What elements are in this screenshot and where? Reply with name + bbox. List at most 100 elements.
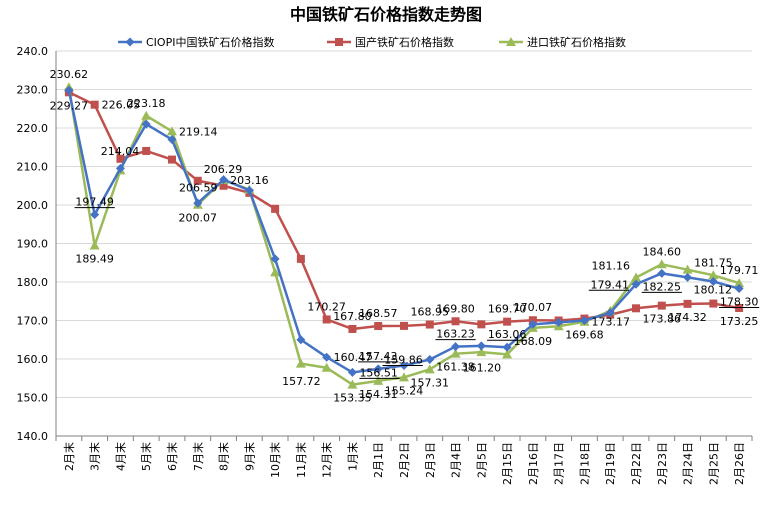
data-point-square [503,317,512,326]
data-label: 159.86 [384,354,423,367]
series-1 [64,88,744,333]
data-point-diamond [579,316,589,325]
data-point-diamond [167,135,177,145]
data-label: 157.72 [282,375,321,388]
data-point-square [335,38,343,46]
data-point-triangle [167,126,177,136]
x-tick-label: 2月末 [62,442,76,471]
data-point-triangle [89,240,100,250]
data-label: 179.71 [720,264,759,277]
data-point-triangle [476,347,487,357]
data-label: 168.57 [359,307,398,320]
data-point-triangle [682,264,693,274]
data-label: 214.04 [101,145,140,158]
data-point-square [400,321,408,330]
legend-label: CIOPI中国铁矿石价格指数 [146,35,274,49]
x-tick-label: 9月末 [242,442,256,471]
data-point-diamond [528,319,538,329]
data-point-triangle [424,364,435,374]
data-point-triangle [656,259,667,269]
x-tick-label: 12月末 [320,442,334,478]
x-tick-label: 2月26日 [733,442,746,485]
data-point-triangle [373,375,384,385]
data-point-square [90,100,99,109]
x-tick-label: 2月23日 [656,442,669,485]
data-point-diamond [219,175,229,185]
data-label: 226.05 [102,99,140,112]
data-point-diamond [125,37,135,47]
data-labels: 230.62 229.27 226.05 197.49 189.49 223.18 214.… [50,68,760,405]
data-label: 182.25 [643,280,682,293]
legend-label: 国产铁矿石价格指数 [355,35,454,49]
data-point-diamond [244,185,254,195]
x-tick-label: 4月末 [113,442,127,471]
axes [55,51,752,437]
data-point-diamond [708,277,718,287]
data-label: 197.49 [75,196,114,209]
data-point-triangle [270,267,281,277]
x-tick-label: 10月末 [268,442,282,478]
data-label: 173.86 [643,313,682,326]
data-label: 206.29 [204,163,243,176]
y-tick-label: 180.0 [17,276,49,289]
data-label: 169.70 [488,303,527,316]
data-label: 169.68 [565,329,604,342]
data-label: 178.30 [720,296,759,309]
x-tick-label: 2月17日 [553,442,566,485]
y-tick-label: 170.0 [17,315,49,328]
data-point-diamond [554,317,564,327]
data-label: 168.09 [514,335,553,348]
x-tick-label: 2月19日 [604,442,617,485]
data-label: 200.07 [179,212,218,225]
data-point-triangle [347,379,358,389]
x-tick-label: 11月末 [294,442,308,478]
data-point-triangle [295,358,306,368]
legend-label: 进口铁矿石价格指数 [527,35,626,49]
data-label: 155.24 [385,384,424,397]
x-tick-label: 5月末 [139,442,153,471]
data-point-triangle [321,362,332,372]
data-point-diamond [631,279,641,289]
data-point-diamond [657,268,667,278]
x-tick-label: 2月4日 [450,442,463,478]
y-tick-label: 210.0 [17,161,49,174]
data-label: 157.31 [411,376,450,389]
data-point-diamond [683,272,693,282]
y-axis-ticks: 140.0 150.0 160.0 170.0 180.0 190.0 200.0 210.0… [17,45,49,443]
data-label: 163.23 [436,328,475,341]
data-point-square [142,146,151,155]
data-point-square [271,204,280,213]
data-label: 179.41 [591,278,630,291]
x-tick-label: 2月1日 [372,442,385,478]
data-point-diamond [141,119,151,129]
x-tick-label: 2月5日 [475,442,488,478]
data-label: 161.20 [463,361,502,374]
data-label: 189.49 [75,252,114,265]
legend: CIOPI中国铁矿石价格指数 国产铁矿石价格指数 进口铁矿石价格指数 [118,35,626,49]
data-point-square [219,181,228,190]
data-label: 203.16 [230,174,269,187]
data-point-triangle [708,270,719,280]
data-point-square [168,155,176,164]
data-point-square [296,254,305,263]
series-0 [64,85,744,377]
data-label: 173.25 [720,315,759,328]
data-point-square [632,304,640,313]
data-point-diamond [605,308,615,318]
x-tick-label: 2月25日 [707,442,720,485]
data-point-square [322,315,331,324]
data-point-diamond [322,352,332,362]
data-point-diamond [347,367,357,377]
data-label: 170.07 [514,301,553,314]
x-tick-label: 2月3日 [424,442,437,478]
data-point-diamond [115,163,125,173]
data-point-diamond [193,198,203,208]
data-point-square [683,299,692,308]
data-label: 168.95 [411,306,450,319]
data-label: 167.80 [333,310,372,323]
data-point-triangle [141,110,152,120]
data-point-square [116,154,125,163]
data-label: 174.32 [668,311,707,324]
y-tick-label: 220.0 [17,122,49,135]
data-point-diamond [64,85,74,95]
